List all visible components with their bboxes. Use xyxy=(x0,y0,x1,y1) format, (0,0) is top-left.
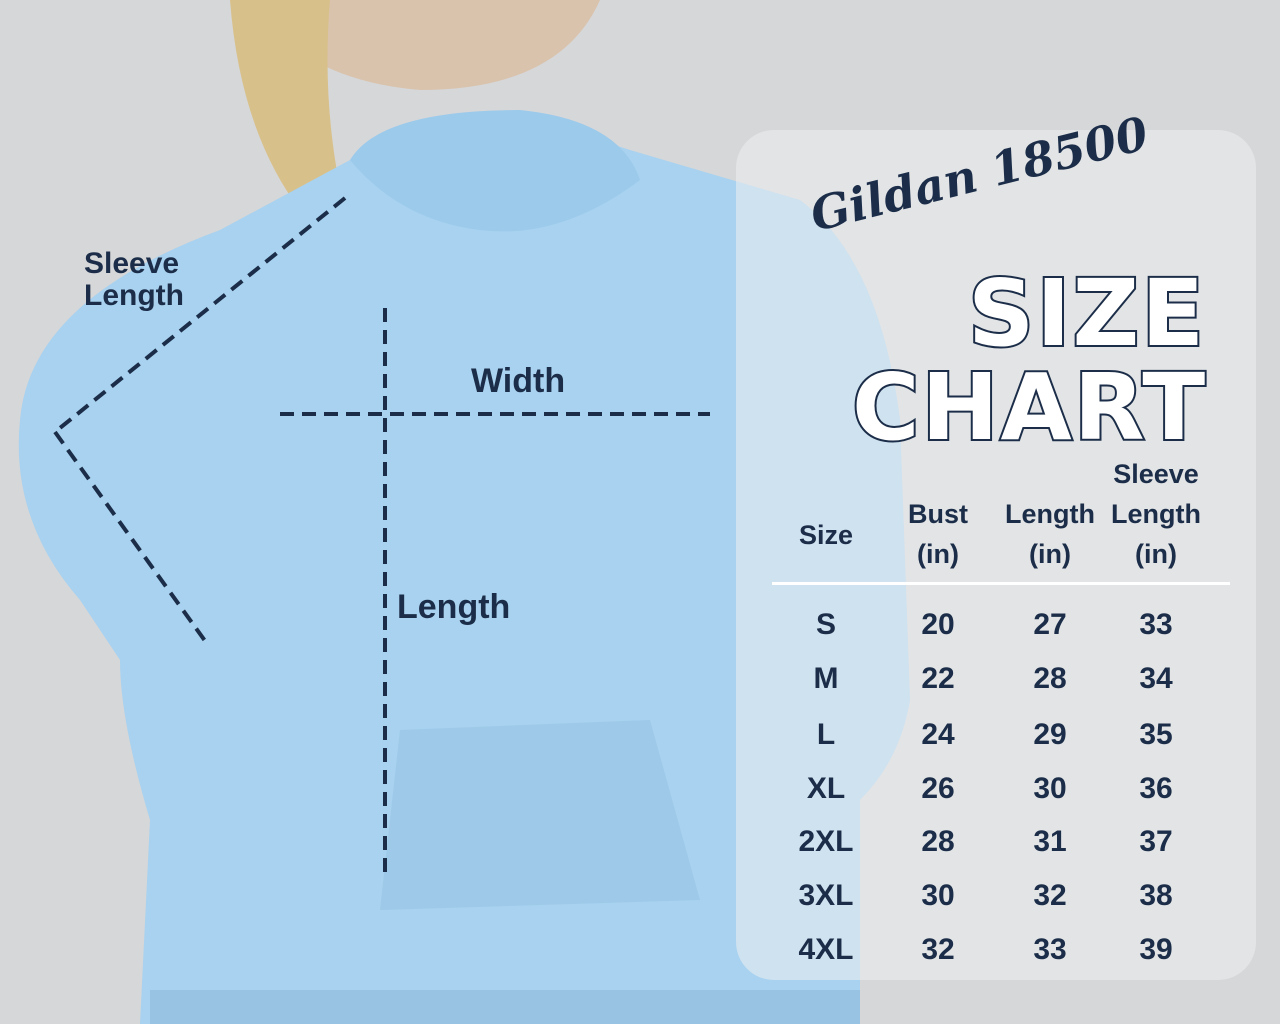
measurement-cell: 36 xyxy=(1139,772,1173,805)
size-cell: 3XL xyxy=(798,879,854,912)
measurement-cell: 26 xyxy=(921,772,955,805)
column-header-line: (in) xyxy=(1135,539,1177,569)
column-header-line: Sleeve xyxy=(1113,459,1199,489)
hoodie-body xyxy=(18,127,910,1024)
measurement-cell: 28 xyxy=(1033,662,1067,695)
measurement-cell: 32 xyxy=(921,933,955,966)
measurement-cell: 37 xyxy=(1139,825,1173,858)
title-size: SIZE xyxy=(966,260,1207,367)
measurement-cell: 38 xyxy=(1139,879,1173,912)
measurement-cell: 29 xyxy=(1033,718,1067,751)
measurement-cell: 33 xyxy=(1139,608,1173,641)
column-header: Sleeve Length (in) xyxy=(1111,454,1201,574)
column-header-line: Length xyxy=(1111,499,1201,529)
measurement-cell: 39 xyxy=(1139,933,1173,966)
measurement-cell: 32 xyxy=(1033,879,1067,912)
measurement-cell: 31 xyxy=(1033,825,1067,858)
size-cell: 4XL xyxy=(798,933,854,966)
measurement-cell: 24 xyxy=(921,718,955,751)
column-header-line: (in) xyxy=(1029,539,1071,569)
model-neck xyxy=(250,0,600,90)
measurement-cell: 34 xyxy=(1139,662,1173,695)
size-chart-panel xyxy=(736,130,1256,980)
header-divider xyxy=(772,582,1230,585)
hood xyxy=(350,110,640,232)
column-header-line: Bust xyxy=(908,499,968,529)
measurement-cell: 30 xyxy=(921,879,955,912)
waistband xyxy=(150,990,860,1024)
measurement-cell: 22 xyxy=(921,662,955,695)
size-cell: 2XL xyxy=(798,825,854,858)
sleeve-dashed-line xyxy=(53,196,347,434)
column-header: Length (in) xyxy=(1005,494,1095,574)
measurement-cell: 28 xyxy=(921,825,955,858)
sleeve-length-label: Sleeve Length xyxy=(84,247,184,312)
size-cell: L xyxy=(816,718,836,751)
column-header: Bust (in) xyxy=(908,494,968,574)
column-header-line: Size xyxy=(798,520,854,550)
size-cell: S xyxy=(815,608,837,641)
size-cell: M xyxy=(813,662,839,695)
measurement-cell: 35 xyxy=(1139,718,1173,751)
column-header-line: (in) xyxy=(917,539,959,569)
measurement-cell: 27 xyxy=(1033,608,1067,641)
width-label: Width xyxy=(471,362,566,400)
title-chart: CHART xyxy=(850,354,1208,461)
column-header: Size xyxy=(799,515,853,555)
column-header-line: Length xyxy=(1005,499,1095,529)
measurement-cell: 20 xyxy=(921,608,955,641)
measurement-cell: 30 xyxy=(1033,772,1067,805)
model-hair xyxy=(230,0,350,230)
pocket xyxy=(380,720,700,910)
measurement-cell: 33 xyxy=(1033,933,1067,966)
length-label: Length xyxy=(397,588,511,626)
size-cell: XL xyxy=(806,772,846,805)
